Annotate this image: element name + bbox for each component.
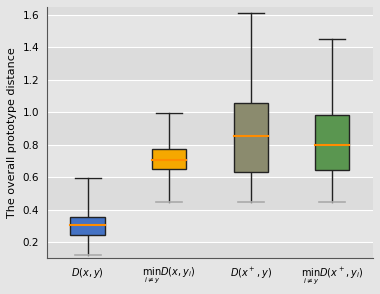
Bar bbox=[47, 210, 373, 242]
Bar bbox=[152, 149, 186, 169]
Bar bbox=[70, 217, 104, 235]
Bar bbox=[315, 115, 349, 170]
Bar bbox=[47, 48, 373, 80]
Y-axis label: The overall prototype distance: The overall prototype distance bbox=[7, 47, 17, 218]
Bar bbox=[47, 242, 373, 258]
Bar bbox=[47, 112, 373, 145]
Bar bbox=[47, 145, 373, 177]
Bar bbox=[47, 80, 373, 112]
Bar bbox=[47, 177, 373, 210]
Bar bbox=[47, 7, 373, 15]
Bar bbox=[234, 103, 268, 172]
Bar bbox=[47, 15, 373, 48]
